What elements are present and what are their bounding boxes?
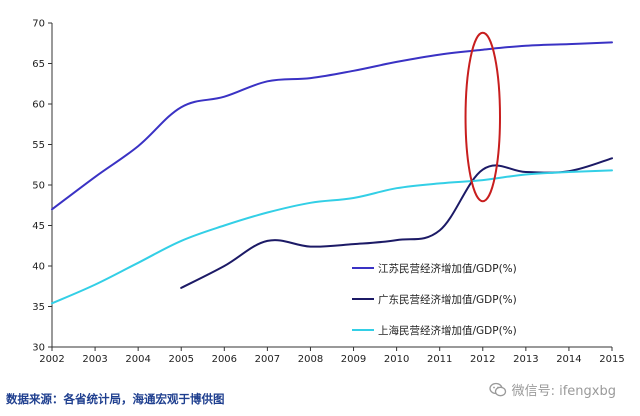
legend-label-guangdong: 广东民营经济增加值/GDP(%) [378, 293, 517, 306]
series-lines [51, 41, 613, 305]
x-tick-label: 2009 [341, 354, 366, 365]
legend: 江苏民营经济增加值/GDP(%) 广东民营经济增加值/GDP(%) 上海民营经济增加… [352, 262, 517, 337]
y-tick-label: 65 [32, 59, 45, 70]
y-tick-label: 35 [32, 302, 45, 313]
x-tick-label: 2014 [556, 354, 581, 365]
y-tick-label: 30 [32, 343, 45, 354]
x-tick-label: 2015 [599, 354, 624, 365]
watermark-text: 微信号: ifengxbg [511, 384, 616, 399]
x-tick-label: 2013 [513, 354, 538, 365]
x-tick-label: 2008 [298, 354, 323, 365]
series-line-jiangsu [51, 41, 613, 211]
annotations [464, 31, 501, 203]
watermark: 微信号: ifengxbg [488, 380, 616, 399]
y-tick-label: 70 [32, 19, 45, 30]
legend-label-shanghai: 上海民营经济增加值/GDP(%) [378, 324, 517, 337]
highlight-ellipse [464, 31, 501, 203]
y-tick-label: 50 [32, 181, 45, 192]
series-line-guangdong [180, 157, 613, 289]
y-tick-label: 55 [32, 140, 45, 151]
x-tick-label: 2007 [255, 354, 280, 365]
y-tick-label: 40 [32, 262, 45, 273]
x-axis: 2002 2003 2004 2005 2006 2007 2008 2009 2010 2011… [39, 346, 625, 365]
x-tick-label: 2002 [39, 354, 64, 365]
source-note: 数据来源：各省统计局，海通宏观于博供图 [6, 392, 225, 406]
x-tick-label: 2012 [470, 354, 495, 365]
y-axis: 30 35 40 45 50 55 60 65 70 [32, 19, 53, 354]
x-tick-label: 2003 [82, 354, 107, 365]
x-tick-label: 2005 [169, 354, 194, 365]
y-tick-label: 45 [32, 221, 45, 232]
series-line-shanghai [51, 169, 613, 305]
x-tick-label: 2010 [384, 354, 409, 365]
y-tick-label: 60 [32, 100, 45, 111]
x-tick-label: 2006 [212, 354, 237, 365]
wechat-icon [488, 382, 506, 396]
legend-label-jiangsu: 江苏民营经济增加值/GDP(%) [378, 262, 517, 275]
x-tick-label: 2004 [125, 354, 150, 365]
x-tick-label: 2011 [427, 354, 452, 365]
